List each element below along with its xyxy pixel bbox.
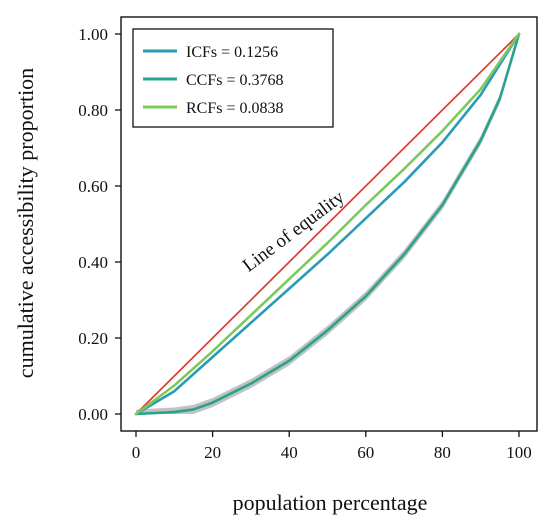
- series-line-icfs: [134, 32, 521, 416]
- x-tick-label: 80: [434, 443, 451, 462]
- series-line-rcfs: [134, 32, 521, 416]
- y-axis-title: cumulative accessibility proportion: [13, 68, 38, 378]
- y-tick-label: 1.00: [78, 25, 108, 44]
- legend: ICFs = 0.1256 CCFs = 0.3768 RCFs = 0.0838: [132, 28, 334, 128]
- series-line-layer: [134, 32, 521, 416]
- legend-label: CCFs = 0.3768: [186, 72, 284, 89]
- y-tick-label: 0.60: [78, 177, 108, 196]
- y-tick-label: 0.20: [78, 329, 108, 348]
- x-tick-label: 60: [357, 443, 374, 462]
- equality-line-annotation: Line of equality: [239, 186, 349, 276]
- series-line-ccfs: [134, 32, 521, 416]
- y-tick-label: 0.00: [78, 405, 108, 424]
- x-tick-label: 100: [506, 443, 532, 462]
- axis-ticks: 0 20 40 60 80 100 0.00 0.20 0.40 0.60 0.80 1.00: [78, 25, 532, 462]
- x-tick-label: 20: [204, 443, 221, 462]
- x-tick-label: 0: [132, 443, 141, 462]
- x-tick-label: 40: [281, 443, 298, 462]
- equality-line: [135, 33, 520, 415]
- legend-item-rcfs: RCFs = 0.0838: [143, 100, 284, 117]
- legend-label: RCFs = 0.0838: [186, 100, 284, 117]
- x-axis-title: population percentage: [233, 490, 428, 515]
- plot-frame: [120, 16, 538, 432]
- y-tick-label: 0.80: [78, 101, 108, 120]
- legend-label: ICFs = 0.1256: [186, 44, 278, 61]
- y-tick-label: 0.40: [78, 253, 108, 272]
- legend-item-icfs: ICFs = 0.1256: [143, 44, 278, 61]
- legend-item-ccfs: CCFs = 0.3768: [143, 72, 284, 89]
- legend-items: ICFs = 0.1256 CCFs = 0.3768 RCFs = 0.0838: [143, 44, 284, 117]
